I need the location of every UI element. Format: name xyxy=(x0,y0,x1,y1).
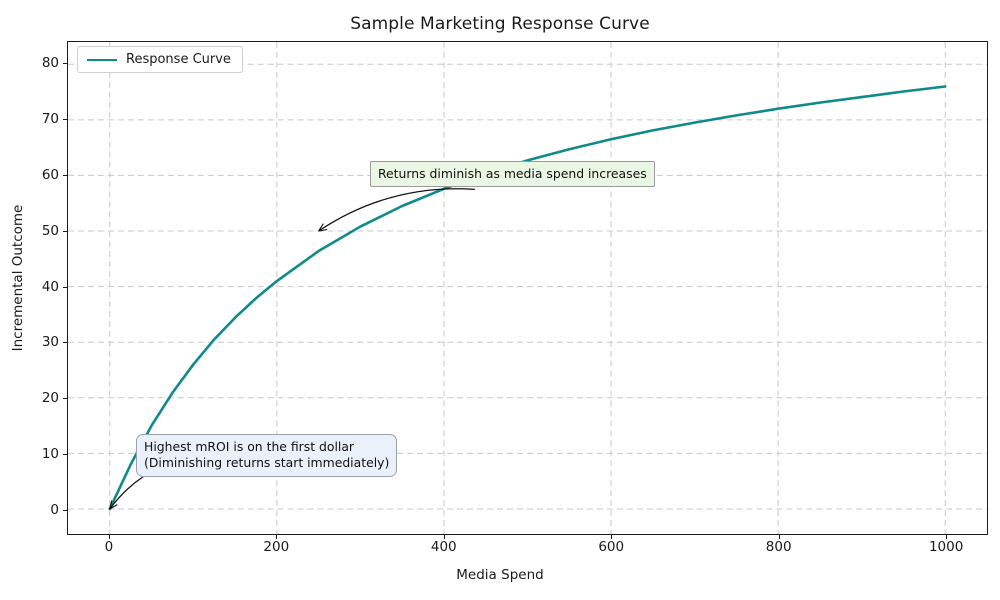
chart-title: Sample Marketing Response Curve xyxy=(350,14,650,34)
y-tick-label: 50 xyxy=(41,222,59,239)
legend[interactable]: Response Curve xyxy=(77,46,243,73)
y-tick-label: 60 xyxy=(41,166,59,183)
y-tick-mark xyxy=(63,398,67,400)
x-tick-label: 200 xyxy=(263,539,290,555)
y-tick-label: 30 xyxy=(41,334,59,351)
y-tick-label: 70 xyxy=(41,111,59,128)
y-tick-mark xyxy=(63,230,67,232)
x-tick-mark xyxy=(946,535,948,539)
y-axis-label: Incremental Outcome xyxy=(10,204,26,352)
x-tick-mark xyxy=(443,535,445,539)
y-tick-mark xyxy=(63,174,67,176)
annotation-diminishing-returns: Returns diminish as media spend increase… xyxy=(370,161,655,188)
x-tick-label: 400 xyxy=(430,539,457,555)
legend-label-response-curve: Response Curve xyxy=(126,52,231,67)
x-tick-mark xyxy=(611,535,613,539)
y-tick-label: 0 xyxy=(50,501,59,518)
x-tick-label: 1000 xyxy=(928,539,964,555)
x-tick-label: 0 xyxy=(104,539,114,555)
y-tick-label: 10 xyxy=(41,446,59,463)
y-tick-mark xyxy=(63,509,67,511)
y-tick-mark xyxy=(63,119,67,121)
y-tick-mark xyxy=(63,286,67,288)
x-tick-label: 800 xyxy=(765,539,792,555)
y-tick-mark xyxy=(63,63,67,65)
y-tick-mark xyxy=(63,342,67,344)
y-tick-label: 20 xyxy=(41,390,59,407)
legend-swatch-response-curve xyxy=(87,58,117,61)
y-tick-label: 80 xyxy=(41,55,59,72)
x-axis-label: Media Spend xyxy=(456,567,544,583)
x-tick-mark xyxy=(108,535,110,539)
annotation-highest-mroi: Highest mROI is on the first dollar (Dim… xyxy=(136,434,398,477)
x-tick-mark xyxy=(778,535,780,539)
y-tick-label: 40 xyxy=(41,278,59,295)
y-tick-mark xyxy=(63,454,67,456)
x-tick-mark xyxy=(276,535,278,539)
x-tick-label: 600 xyxy=(598,539,625,555)
